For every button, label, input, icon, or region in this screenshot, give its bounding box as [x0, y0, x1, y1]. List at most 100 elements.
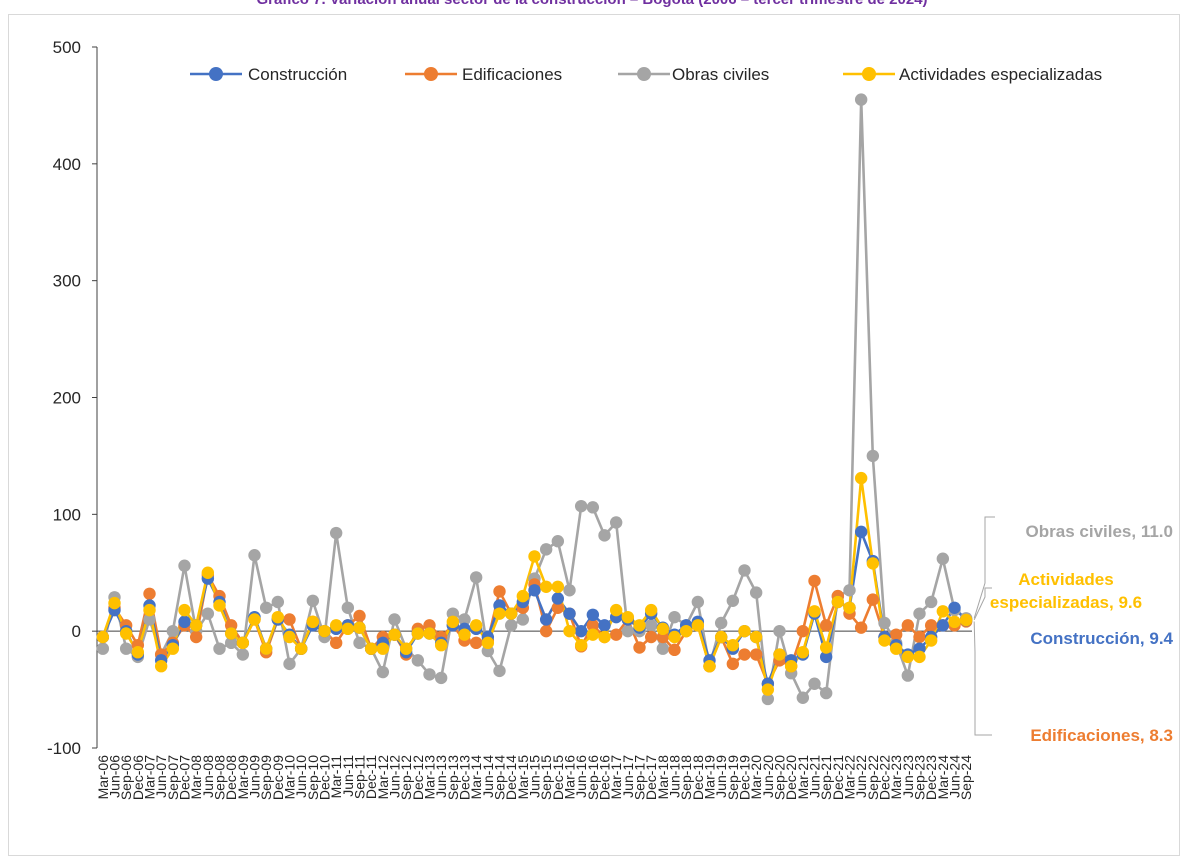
data-point-edificaciones	[551, 601, 565, 614]
data-point-obras	[866, 449, 880, 463]
data-point-obras	[341, 601, 355, 614]
data-point-actividades	[586, 628, 600, 641]
data-point-actividades	[749, 630, 763, 644]
data-point-construccion	[948, 601, 961, 614]
data-point-obras	[598, 529, 611, 542]
data-point-edificaciones	[329, 636, 343, 650]
data-point-edificaciones	[668, 643, 681, 657]
chart-title: Gráfico 7. Variación anual sector de la …	[0, 0, 1184, 8]
data-point-actividades	[936, 605, 950, 618]
x-tick-label: Sep-23	[912, 755, 928, 800]
data-point-actividades	[236, 636, 250, 650]
data-point-obras	[178, 559, 191, 572]
x-tick-label: Mar-06	[95, 755, 111, 800]
data-point-actividades	[458, 628, 471, 641]
data-point-obras	[574, 499, 588, 513]
x-axis-ticks: Mar-06Jun-06Sep-06Dec-06Mar-07Jun-07Sep-…	[95, 755, 974, 800]
data-point-obras	[843, 584, 856, 597]
x-tick-label: Mar-13	[422, 755, 438, 800]
x-tick-label: Sep-21	[818, 755, 834, 800]
data-point-obras	[749, 586, 763, 599]
data-point-actividades	[154, 660, 168, 673]
data-point-actividades	[166, 642, 180, 655]
data-point-actividades	[248, 613, 261, 626]
x-tick-label: Mar-18	[655, 755, 671, 800]
x-tick-label: Sep-17	[632, 755, 648, 800]
data-point-obras	[773, 624, 786, 638]
data-point-construccion	[178, 615, 191, 629]
data-point-actividades	[656, 622, 670, 636]
x-tick-label: Mar-21	[795, 755, 811, 800]
x-tick-label: Mar-24	[935, 755, 951, 800]
data-point-obras	[236, 648, 250, 661]
data-point-actividades	[189, 619, 203, 632]
x-tick-label: Mar-10	[282, 755, 298, 800]
data-point-edificaciones	[586, 619, 600, 632]
data-point-construccion	[539, 613, 553, 626]
x-tick-label: Mar-14	[468, 755, 484, 800]
data-point-actividades	[528, 550, 541, 563]
x-tick-label: Mar-19	[702, 755, 718, 800]
data-point-obras	[119, 642, 133, 655]
data-point-actividades	[259, 642, 273, 655]
x-tick-label: Mar-22	[842, 755, 858, 800]
data-point-obras	[621, 624, 635, 638]
data-point-edificaciones	[889, 628, 903, 641]
data-point-construccion	[936, 619, 950, 632]
series-points	[96, 93, 973, 706]
x-tick-label: Sep-07	[165, 755, 181, 800]
data-point-obras	[738, 564, 751, 577]
data-point-edificaciones	[469, 636, 483, 650]
data-point-edificaciones	[726, 657, 740, 671]
x-tick-label: Sep-22	[865, 755, 881, 800]
x-tick-label: Jun-21	[807, 755, 823, 798]
data-point-edificaciones	[854, 621, 868, 634]
data-point-obras	[143, 613, 156, 626]
data-point-obras	[493, 664, 506, 678]
data-point-actividades	[901, 650, 915, 664]
data-point-obras	[469, 571, 483, 584]
x-tick-label: Dec-18	[690, 755, 706, 800]
x-tick-label: Mar-20	[748, 755, 764, 800]
data-point-actividades	[434, 638, 448, 652]
y-tick-label: 0	[72, 622, 81, 641]
data-point-actividades	[808, 605, 821, 618]
data-point-actividades	[388, 628, 401, 641]
data-point-edificaciones	[189, 630, 203, 644]
data-point-edificaciones	[539, 624, 553, 638]
data-point-actividades	[854, 471, 868, 485]
data-point-actividades	[283, 630, 296, 644]
data-point-edificaciones	[924, 619, 938, 632]
series-lines	[101, 98, 968, 701]
end-labels: Obras civiles, 11.0 Actividades especializ…	[990, 522, 1174, 745]
legend-label-obras: Obras civiles	[672, 65, 769, 84]
data-point-obras	[271, 595, 285, 609]
end-label-edificaciones: Edificaciones, 8.3	[1030, 726, 1173, 745]
data-point-actividades	[924, 634, 938, 647]
x-tick-label: Sep-09	[258, 755, 274, 800]
data-point-obras	[668, 610, 681, 624]
data-point-actividades	[714, 630, 728, 644]
data-point-construccion	[574, 624, 588, 638]
y-tick-label: 500	[53, 38, 81, 57]
data-point-obras	[423, 668, 436, 681]
x-tick-label: Jun-09	[247, 755, 263, 798]
data-point-actividades	[213, 599, 226, 612]
data-point-actividades	[271, 610, 285, 624]
data-point-actividades	[224, 627, 238, 640]
x-tick-label: Jun-15	[527, 755, 543, 798]
data-point-obras	[691, 595, 705, 609]
x-tick-label: Sep-11	[352, 755, 368, 799]
x-tick-label: Jun-14	[480, 755, 496, 798]
data-point-actividades	[143, 603, 156, 617]
data-point-obras	[714, 616, 728, 630]
data-point-obras	[644, 619, 658, 632]
data-point-actividades	[376, 642, 390, 655]
x-tick-label: Dec-16	[597, 755, 613, 800]
data-point-edificaciones	[866, 593, 880, 606]
data-point-actividades	[621, 610, 635, 624]
leader-line-obras	[973, 516, 995, 619]
data-point-actividades	[504, 607, 518, 620]
x-tick-label: Mar-11	[328, 755, 344, 799]
